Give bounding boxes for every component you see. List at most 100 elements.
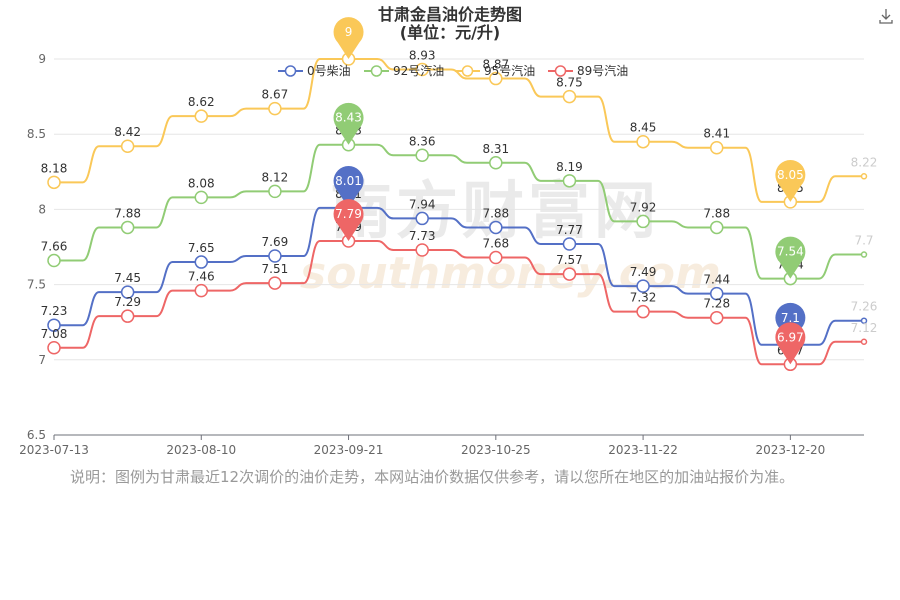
data-label: 7.57 <box>556 253 583 267</box>
data-point[interactable] <box>415 243 429 257</box>
data-point[interactable] <box>562 237 577 251</box>
x-tick-label: 2023-09-21 <box>314 443 384 457</box>
data-point[interactable] <box>268 101 282 116</box>
y-tick-label: 9 <box>38 52 46 66</box>
markpoint-label: 6.97 <box>777 330 804 344</box>
legend-marker <box>284 65 297 77</box>
markpoint-label: 8.43 <box>335 111 362 125</box>
legend-label: 92号汽油 <box>393 63 444 78</box>
markpoints: 8.01 7.1 8.43 7.54 9 8.05 7.79 6.97 <box>333 17 806 365</box>
data-label: 7.12 <box>851 321 878 335</box>
data-label: 7.77 <box>556 223 583 237</box>
data-label: 8.75 <box>556 76 583 90</box>
data-label: 7.45 <box>114 271 141 285</box>
data-point[interactable] <box>120 139 135 153</box>
x-tick-label: 2023-11-22 <box>608 443 678 457</box>
data-point[interactable] <box>709 286 724 301</box>
data-point[interactable] <box>489 71 503 86</box>
legend-item[interactable]: 89号汽油 <box>548 63 628 78</box>
data-label: 7.32 <box>630 291 657 305</box>
data-label: 8.45 <box>630 121 657 135</box>
x-tick-label: 2023-12-20 <box>755 443 825 457</box>
data-label: 7.88 <box>114 206 141 220</box>
data-label: 8.87 <box>482 58 509 72</box>
data-point[interactable] <box>860 251 868 258</box>
series-line <box>54 143 864 280</box>
data-point[interactable] <box>489 220 503 235</box>
markpoint-label: 7.1 <box>781 311 800 325</box>
legend-marker <box>370 65 383 77</box>
data-point[interactable] <box>562 174 577 188</box>
data-point[interactable] <box>860 173 868 180</box>
legend-item[interactable]: 95号汽油 <box>455 63 535 78</box>
data-point[interactable] <box>268 184 282 199</box>
data-label: 8.12 <box>262 170 289 184</box>
data-label: 7.73 <box>409 229 436 243</box>
data-point[interactable] <box>415 148 429 163</box>
y-tick-label: 7.5 <box>27 278 46 292</box>
data-label: 7.29 <box>114 295 141 309</box>
data-point[interactable] <box>268 249 282 263</box>
data-point[interactable] <box>709 220 724 235</box>
legend-item[interactable]: 0号柴油 <box>278 64 351 78</box>
y-tick-label: 7 <box>38 353 46 367</box>
data-label: 7.46 <box>188 270 215 284</box>
data-label: 7.28 <box>703 297 730 311</box>
data-point[interactable] <box>860 338 868 346</box>
data-point[interactable] <box>120 220 135 235</box>
data-point[interactable] <box>194 283 209 298</box>
data-point[interactable] <box>562 89 577 104</box>
data-point[interactable] <box>562 267 577 281</box>
legend-item[interactable]: 92号汽油 <box>364 63 444 78</box>
data-label: 7.88 <box>482 206 509 220</box>
data-label: 8.62 <box>188 95 215 109</box>
data-point[interactable] <box>47 341 61 355</box>
data-point[interactable] <box>709 310 724 325</box>
data-point[interactable] <box>709 140 724 155</box>
data-point[interactable] <box>47 175 61 190</box>
x-tick-label: 2023-10-25 <box>461 443 531 457</box>
data-label: 7.66 <box>41 240 68 254</box>
y-tick-label: 8 <box>38 202 46 216</box>
data-point[interactable] <box>860 317 868 324</box>
markpoint-pin <box>333 199 364 241</box>
data-point[interactable] <box>47 253 61 268</box>
data-point[interactable] <box>194 190 209 205</box>
data-point[interactable] <box>489 156 503 170</box>
x-tick-label: 2023-07-13 <box>19 443 89 457</box>
data-label: 8.67 <box>262 88 289 102</box>
data-point[interactable] <box>415 62 429 77</box>
series-line <box>54 239 864 366</box>
data-label: 8.22 <box>851 155 878 169</box>
data-point[interactable] <box>120 285 135 299</box>
data-point[interactable] <box>415 211 429 226</box>
data-point[interactable] <box>489 250 503 265</box>
markpoint-pin <box>775 322 806 365</box>
y-tick-label: 8.5 <box>27 127 46 141</box>
data-label: 8.08 <box>188 176 215 190</box>
chart-note: 说明：图例为甘肃最近12次调价的油价走势，本网站油价数据仅供参考，请以您所在地区… <box>70 468 795 486</box>
data-point[interactable] <box>120 309 135 323</box>
markpoint-pin <box>333 102 364 145</box>
data-point[interactable] <box>636 214 650 229</box>
legend-label: 89号汽油 <box>577 63 628 78</box>
data-point[interactable] <box>268 276 282 290</box>
data-point[interactable] <box>194 109 209 123</box>
data-point[interactable] <box>47 318 61 332</box>
data-label: 8.93 <box>409 49 436 63</box>
markpoint-pin <box>333 165 364 208</box>
download-icon[interactable] <box>876 6 896 26</box>
data-label: 8.19 <box>556 160 583 174</box>
data-point[interactable] <box>636 279 650 293</box>
data-label: 8.42 <box>114 125 141 139</box>
data-point[interactable] <box>636 304 650 319</box>
data-label: 7.94 <box>409 197 436 211</box>
data-point[interactable] <box>636 134 650 149</box>
series-line <box>54 58 864 203</box>
data-point[interactable] <box>194 255 209 269</box>
data-label: 8.31 <box>482 142 509 156</box>
axes: 6.5 7 7.5 8 8.5 9 2023-07-13 2023-08-10 2023-09-… <box>19 52 864 457</box>
legend[interactable]: 0号柴油 92号汽油 95号汽油 89号汽油 <box>278 63 628 78</box>
markpoint-label: 8.01 <box>335 174 362 188</box>
